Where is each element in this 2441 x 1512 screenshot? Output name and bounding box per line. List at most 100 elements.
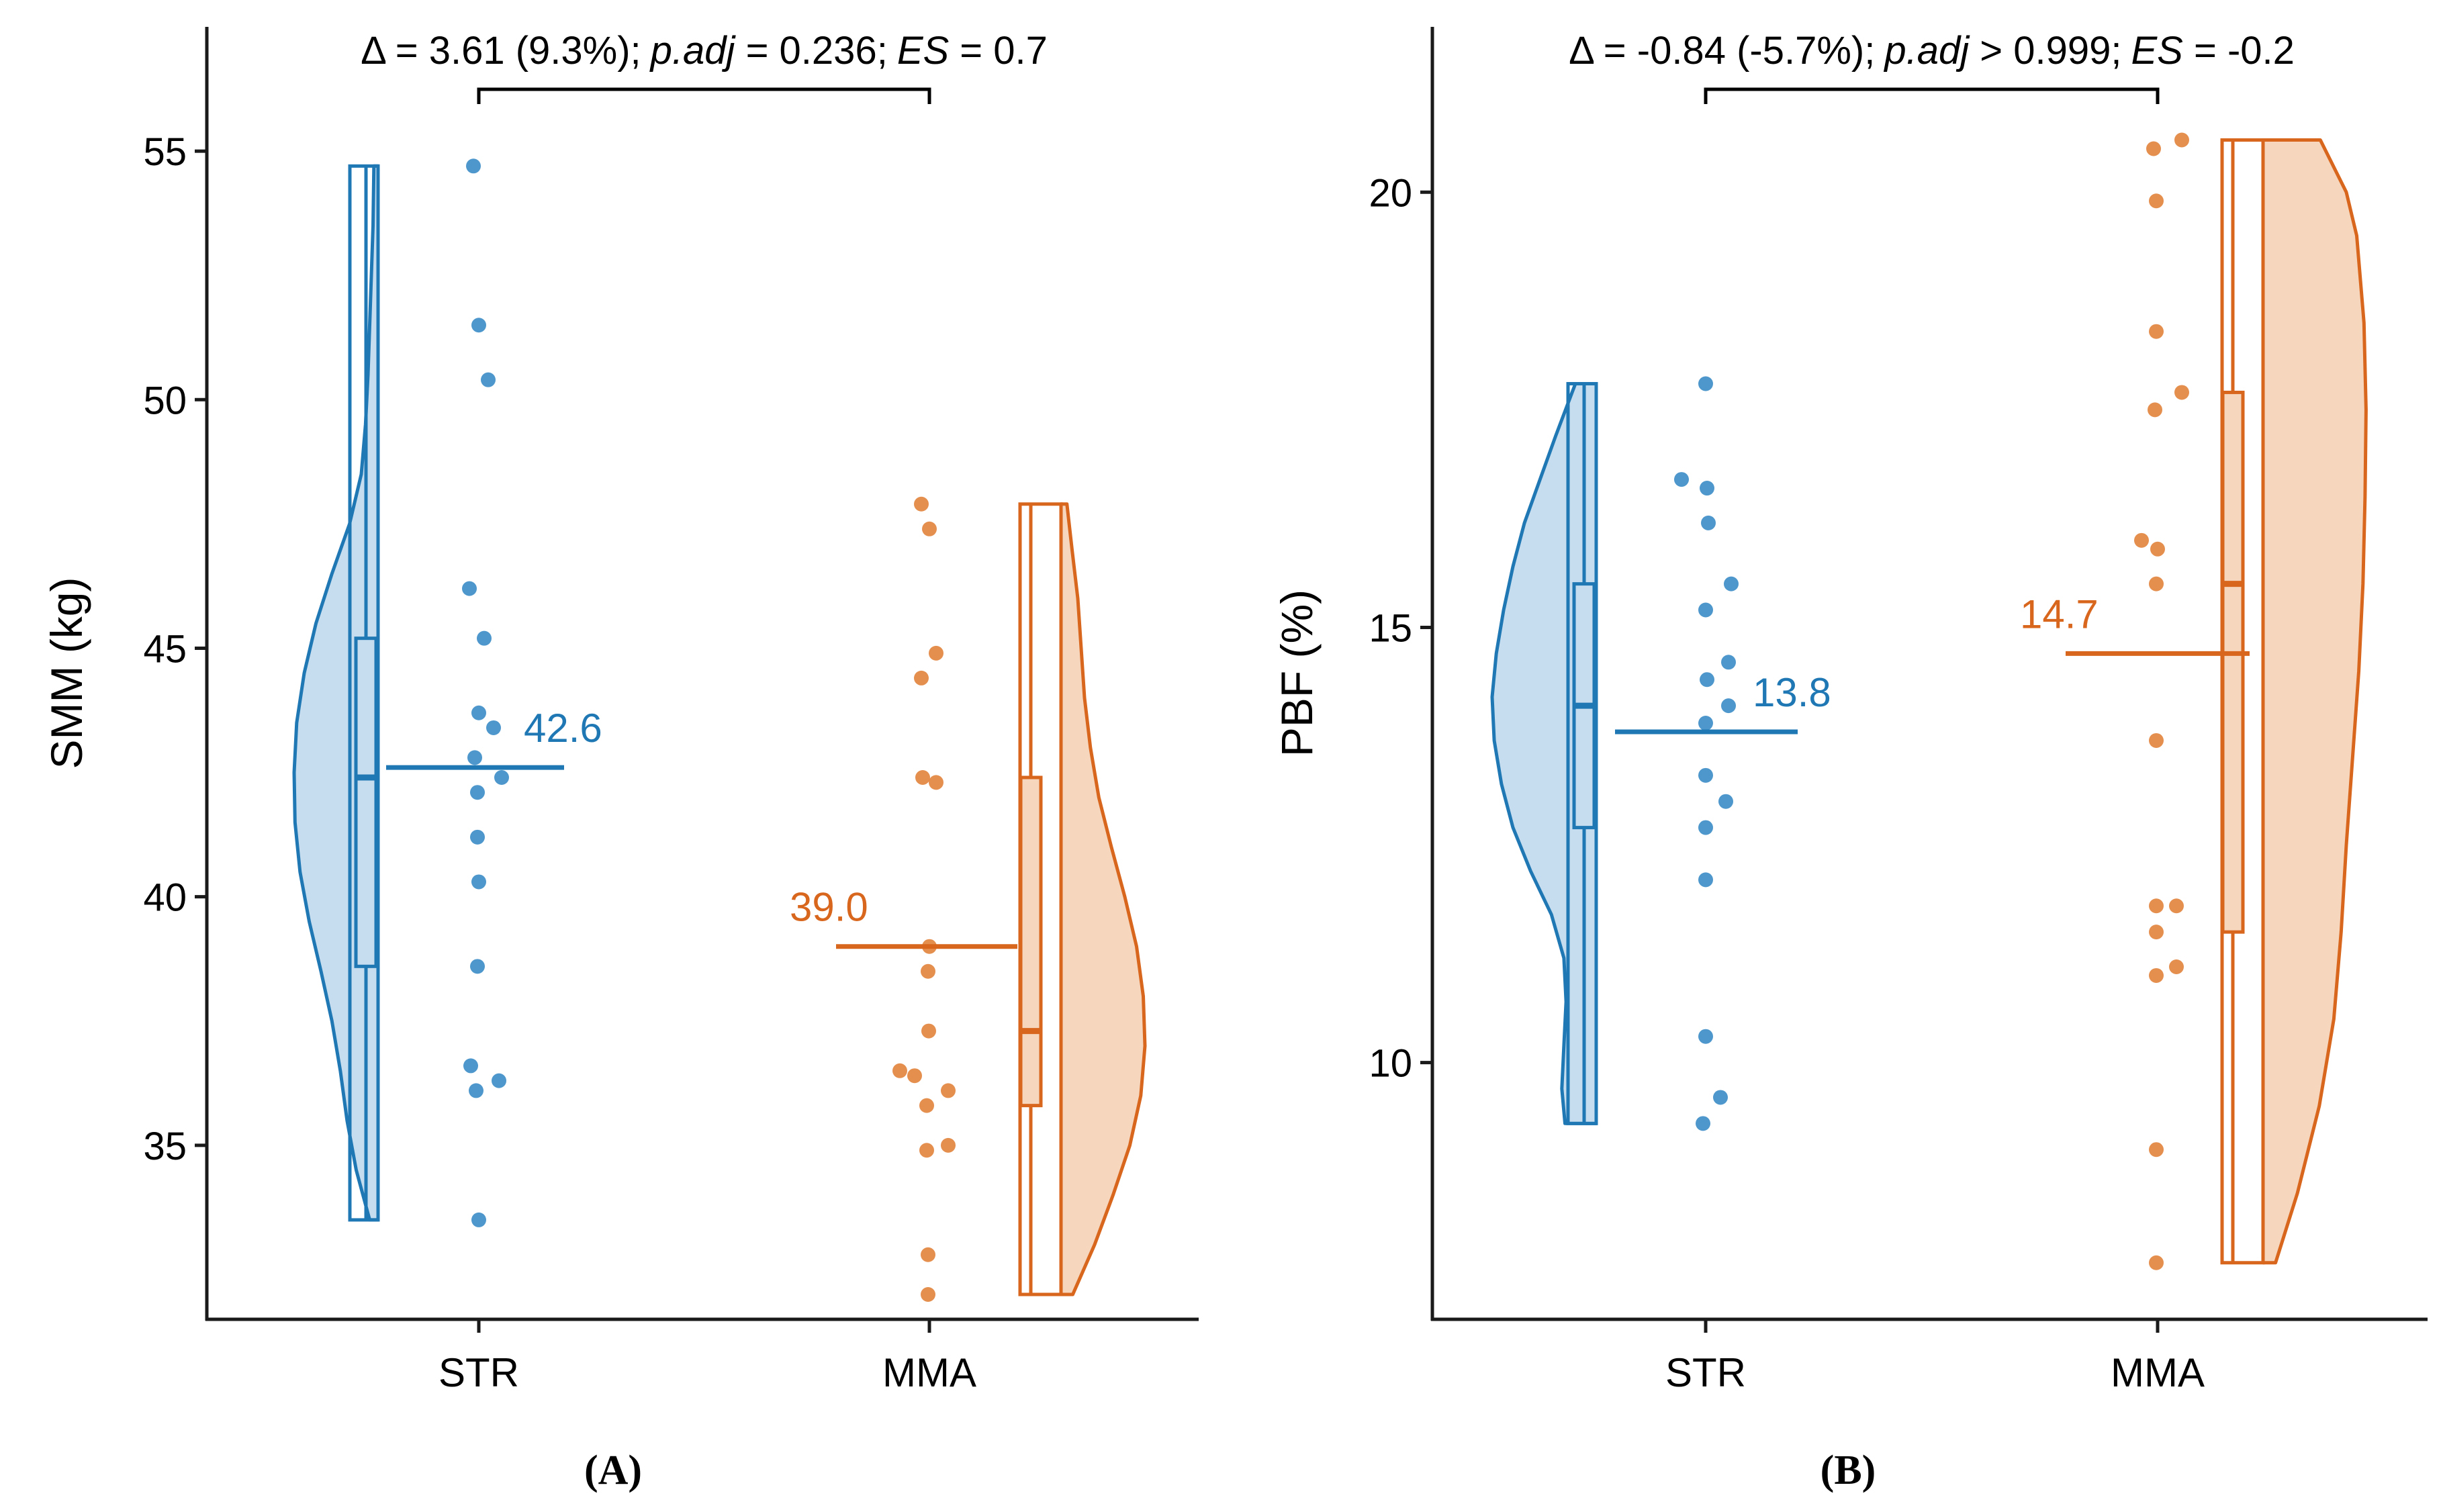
panel-a-mma-data-point bbox=[929, 645, 943, 661]
panel-b-mma-data-point bbox=[2150, 541, 2165, 557]
panel-b-x-tick-mma: MMA bbox=[2111, 1350, 2205, 1395]
y-tick-label: 40 bbox=[143, 876, 187, 920]
panel-b-str-data-point bbox=[1698, 602, 1713, 618]
panel-b-mma-range-frame bbox=[2220, 138, 2265, 1265]
panel-b-mma-data-point bbox=[2149, 733, 2164, 748]
panel-a-mma-data-point bbox=[919, 1098, 934, 1113]
panel-b-str-data-point bbox=[1698, 872, 1713, 888]
panel-a-x-tick-mma: MMA bbox=[882, 1350, 976, 1395]
panel-a-mma-data-point bbox=[922, 521, 937, 536]
panel-a-mma-range-frame bbox=[1018, 502, 1063, 1296]
panel-b-mma-data-point bbox=[2149, 324, 2164, 339]
panel-a-mma-data-point bbox=[914, 496, 929, 512]
panel-b-mma-data-point bbox=[2146, 141, 2161, 156]
panel-b-mma-data-point bbox=[2149, 925, 2164, 940]
panel-b: 13.8 14.7 10 15 20 PBF (%) STR MMA Δ = -0.8… bbox=[1272, 27, 2428, 1493]
panel-a-mma-data-point bbox=[921, 1286, 935, 1302]
panel-a-mma-density-cloud bbox=[1059, 502, 1147, 1296]
panel-b-mma-data-point bbox=[2149, 898, 2164, 914]
panel-a-str-data-point bbox=[486, 720, 501, 735]
panel-a-plot-layer: 42.6 39.0 bbox=[292, 158, 1147, 1333]
panel-a-mma-data-point bbox=[941, 1137, 956, 1153]
panel-b-y-ticks: 10 15 20 bbox=[1369, 171, 1432, 1086]
panel-a-str-data-point bbox=[492, 1073, 506, 1088]
y-tick-label: 50 bbox=[143, 379, 187, 422]
panel-a: 42.6 39.0 35 40 45 50 55 SMM (kg) STR MMA Δ =… bbox=[42, 27, 1199, 1493]
panel-b-mma-data-point bbox=[2149, 193, 2164, 209]
panel-b-mma-box bbox=[2221, 390, 2245, 934]
panel-a-mma-data-point bbox=[929, 775, 943, 790]
y-tick-label: 35 bbox=[143, 1125, 187, 1168]
panel-b-str-data-point bbox=[1696, 1116, 1710, 1131]
panel-a-x-tick-str: STR bbox=[439, 1350, 519, 1395]
y-tick-label: 55 bbox=[143, 130, 187, 174]
panel-a-str-data-point bbox=[462, 581, 477, 596]
panel-a-str-data-point bbox=[463, 1058, 478, 1074]
y-tick-label: 45 bbox=[143, 627, 187, 671]
panel-b-str-data-point bbox=[1718, 794, 1733, 809]
panel-a-str-data-point bbox=[470, 785, 485, 800]
panel-a-str-box bbox=[354, 636, 378, 968]
panel-a-str-data-point bbox=[477, 630, 492, 646]
panel-b-str-mean-label: 13.8 bbox=[1753, 670, 1831, 715]
panel-b-str-data-point bbox=[1701, 515, 1716, 530]
panel-b-padj-label: p.adj bbox=[1883, 29, 1970, 73]
panel-a-significance-bracket bbox=[477, 87, 931, 104]
panel-b-mma-data-point bbox=[2149, 967, 2164, 983]
panel-a-str-data-point bbox=[494, 769, 509, 785]
panel-a-str-data-point bbox=[471, 318, 486, 333]
panel-b-mma-data-point bbox=[2169, 898, 2184, 914]
panel-a-mma-data-point bbox=[892, 1063, 907, 1078]
panel-b-mma-data-point bbox=[2169, 959, 2184, 974]
panel-a-str-data-point bbox=[470, 959, 485, 974]
y-tick-label: 15 bbox=[1369, 606, 1412, 650]
panel-b-mma-data-point bbox=[2149, 1142, 2164, 1157]
panel-a-label: (A) bbox=[584, 1448, 642, 1493]
panel-b-mma-data-point bbox=[2174, 132, 2189, 148]
panel-a-str-range-frame bbox=[348, 164, 380, 1222]
panel-b-str-data-point bbox=[1698, 716, 1713, 731]
panel-b-mma-data-point bbox=[2149, 1255, 2164, 1270]
panel-a-str-data-point bbox=[471, 874, 486, 890]
panel-b-mma-mean-label: 14.7 bbox=[2020, 592, 2099, 636]
panel-b-str-data-point bbox=[1724, 576, 1739, 592]
panel-b-mma-data-point bbox=[2148, 402, 2162, 418]
panel-b-es-label: ES bbox=[2131, 29, 2183, 73]
panel-b-str-data-point bbox=[1721, 698, 1736, 714]
panel-b-mma-data-point bbox=[2134, 532, 2149, 548]
panel-b-es-value: = -0.2 bbox=[2183, 29, 2295, 73]
panel-b-str-data-point bbox=[1698, 376, 1713, 391]
panel-a-mma-data-point bbox=[941, 1083, 956, 1098]
panel-b-str-data-point bbox=[1698, 820, 1713, 835]
panel-a-str-data-point bbox=[467, 750, 482, 765]
panel-a-mma-data-point bbox=[921, 963, 935, 979]
panel-a-padj-value: = 0.236; bbox=[735, 29, 887, 73]
panel-a-str-data-point bbox=[471, 705, 486, 720]
panel-a-str-data-point bbox=[469, 1083, 483, 1098]
y-tick-label: 10 bbox=[1369, 1042, 1412, 1086]
panel-a-str-data-point bbox=[466, 158, 481, 174]
panel-a-es-label: ES bbox=[897, 29, 950, 73]
panel-a-mma-mean-label: 39.0 bbox=[790, 885, 868, 930]
panel-a-str-data-point bbox=[471, 1212, 486, 1227]
y-tick-label: 20 bbox=[1369, 171, 1412, 215]
panel-b-mma-data-point bbox=[2149, 576, 2164, 592]
panel-a-padj-label: p.adj bbox=[649, 29, 737, 73]
panel-a-mma-data-point bbox=[907, 1068, 922, 1084]
panel-b-str-density-cloud bbox=[1490, 381, 1598, 1125]
panel-a-mma-data-point bbox=[919, 1143, 934, 1158]
panel-b-str-data-point bbox=[1713, 1090, 1728, 1105]
panel-a-delta-text: Δ = 3.61 (9.3%); bbox=[361, 29, 641, 73]
panel-a-mma-data-point bbox=[914, 670, 929, 686]
panel-b-y-axis-label: PBF (%) bbox=[1272, 589, 1322, 757]
panel-a-y-axis-label: SMM (kg) bbox=[42, 577, 91, 769]
panel-b-str-data-point bbox=[1698, 1029, 1713, 1044]
panel-a-str-data-point bbox=[470, 829, 485, 845]
panel-b-plot-layer: 13.8 14.7 bbox=[1490, 132, 2368, 1333]
panel-a-str-mean-label: 42.6 bbox=[524, 706, 602, 751]
panel-b-stats-annotation: Δ = -0.84 (-5.7%); p.adj > 0.999; ES = -0.… bbox=[1569, 29, 2295, 73]
panel-b-label: (B) bbox=[1821, 1448, 1876, 1493]
panel-b-str-data-point bbox=[1700, 481, 1714, 496]
panel-b-padj-value: > 0.999; bbox=[1969, 29, 2121, 73]
